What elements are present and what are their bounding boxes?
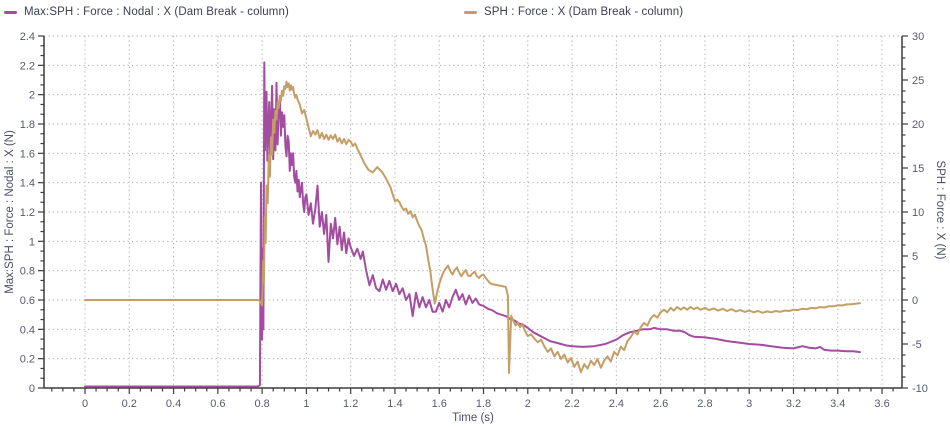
svg-text:0: 0 xyxy=(29,383,35,395)
svg-text:20: 20 xyxy=(912,119,924,131)
svg-text:-10: -10 xyxy=(912,383,928,395)
svg-text:10: 10 xyxy=(912,207,924,219)
svg-text:0.4: 0.4 xyxy=(20,324,35,336)
svg-text:1.4: 1.4 xyxy=(20,178,35,190)
svg-text:0: 0 xyxy=(82,398,88,410)
svg-text:-5: -5 xyxy=(912,339,922,351)
svg-text:2.4: 2.4 xyxy=(609,398,624,410)
svg-text:25: 25 xyxy=(912,75,924,87)
svg-text:0.2: 0.2 xyxy=(122,398,137,410)
svg-text:0.8: 0.8 xyxy=(20,266,35,278)
svg-text:2: 2 xyxy=(29,90,35,102)
legend-marker-tan-icon xyxy=(464,10,477,14)
svg-text:1.8: 1.8 xyxy=(20,119,35,131)
svg-text:1.8: 1.8 xyxy=(476,398,491,410)
svg-text:3.4: 3.4 xyxy=(830,398,845,410)
x-axis-title: Time (s) xyxy=(452,412,494,424)
right-axis-title: SPH : Force : X (N) xyxy=(934,160,946,259)
tick-labels: 0 0.2 0.4 0.6 0.8 1 1.2 1.4 1.6 1.8 2 2.2 2.4 2.6 2.8 3… xyxy=(20,31,928,410)
svg-text:2: 2 xyxy=(525,398,531,410)
svg-text:1: 1 xyxy=(303,398,309,410)
gridlines xyxy=(44,35,902,389)
svg-text:1.6: 1.6 xyxy=(20,148,35,160)
svg-text:2.2: 2.2 xyxy=(564,398,579,410)
axis-ticks xyxy=(38,35,908,394)
svg-text:2.8: 2.8 xyxy=(697,398,712,410)
legend-label-max-sph-force-nodal: Max:SPH : Force : Nodal : X (Dam Break -… xyxy=(24,6,289,18)
svg-text:0.8: 0.8 xyxy=(254,398,269,410)
svg-text:0: 0 xyxy=(912,295,918,307)
series-line-sph-force-x xyxy=(84,80,861,374)
svg-text:15: 15 xyxy=(912,163,924,175)
left-axis-title: Max:SPH : Force : Nodal : X (N) xyxy=(4,130,16,294)
legend-label-sph-force-x: SPH : Force : X (Dam Break - column) xyxy=(484,6,684,18)
svg-text:1.2: 1.2 xyxy=(343,398,358,410)
legend-marker-purple-icon xyxy=(4,10,17,14)
svg-text:3.6: 3.6 xyxy=(874,398,889,410)
svg-text:5: 5 xyxy=(912,251,918,263)
svg-text:1.6: 1.6 xyxy=(432,398,447,410)
series-line-max-sph-nodal xyxy=(84,61,861,388)
svg-text:0.6: 0.6 xyxy=(210,398,225,410)
legend-item-sph-force-x[interactable]: SPH : Force : X (Dam Break - column) xyxy=(464,6,683,18)
svg-text:1: 1 xyxy=(29,236,35,248)
legend-item-max-sph-force-nodal[interactable]: Max:SPH : Force : Nodal : X (Dam Break -… xyxy=(4,6,289,18)
svg-text:2.6: 2.6 xyxy=(653,398,668,410)
svg-text:2.4: 2.4 xyxy=(20,31,35,43)
svg-text:30: 30 xyxy=(912,31,924,43)
svg-text:3: 3 xyxy=(746,398,752,410)
svg-text:1.2: 1.2 xyxy=(20,207,35,219)
svg-text:2.2: 2.2 xyxy=(20,60,35,72)
svg-text:0.2: 0.2 xyxy=(20,354,35,366)
data-series xyxy=(84,61,861,388)
svg-text:1.4: 1.4 xyxy=(387,398,402,410)
svg-text:3.2: 3.2 xyxy=(786,398,801,410)
svg-text:0.6: 0.6 xyxy=(20,295,35,307)
svg-text:0.4: 0.4 xyxy=(166,398,181,410)
